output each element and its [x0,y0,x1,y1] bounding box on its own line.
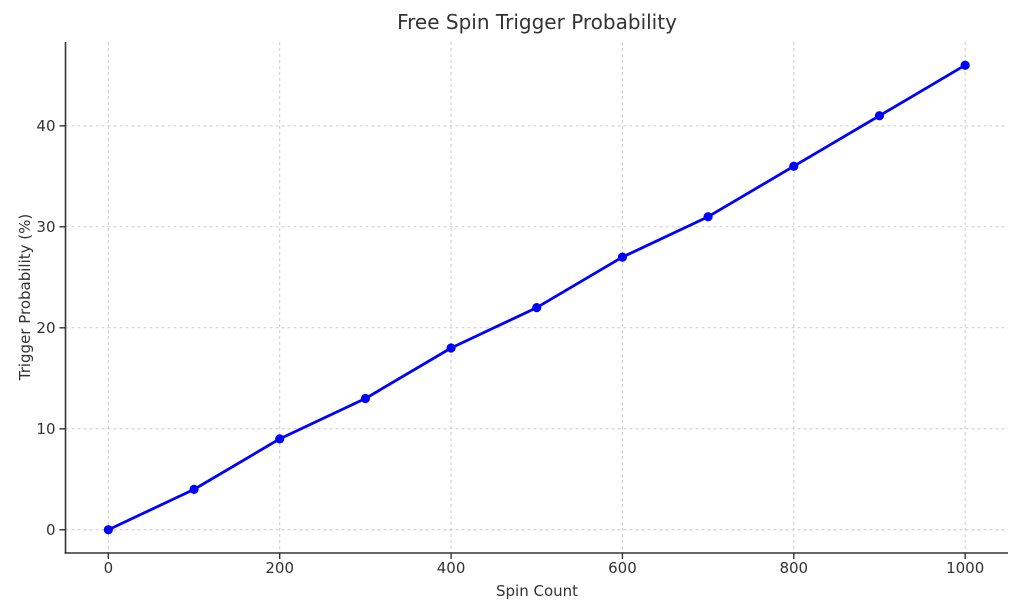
data-point [103,525,113,535]
data-series-layer [103,60,970,535]
chart-title: Free Spin Trigger Probability [397,10,677,34]
data-point [275,434,285,444]
x-tick-label: 600 [608,559,637,577]
x-tick-label: 1000 [946,559,984,577]
y-tick-label: 30 [36,218,55,236]
grid-layer [65,42,1008,553]
data-point [446,343,456,353]
data-point [960,60,970,70]
data-point [189,484,199,494]
data-point [360,393,370,404]
y-tick-label: 0 [46,521,56,539]
data-point [532,302,542,313]
y-tick-label: 10 [36,420,55,438]
x-tick-label: 400 [437,559,466,577]
x-tick-label: 0 [104,559,114,577]
y-axis-label: Trigger Probability (%) [16,214,34,382]
data-point [874,111,885,121]
x-tick-label: 800 [779,559,808,577]
data-point [617,252,628,262]
data-point [789,161,799,171]
data-line [106,63,967,532]
x-tick-label: 200 [265,559,294,577]
axes-layer: 0 200 400 600 800 1000 0 10 20 30 40 [36,42,1008,577]
y-tick-label: 20 [36,319,55,337]
x-axis-label: Spin Count [496,582,578,600]
y-tick-label: 40 [36,117,55,135]
data-point [703,212,713,222]
